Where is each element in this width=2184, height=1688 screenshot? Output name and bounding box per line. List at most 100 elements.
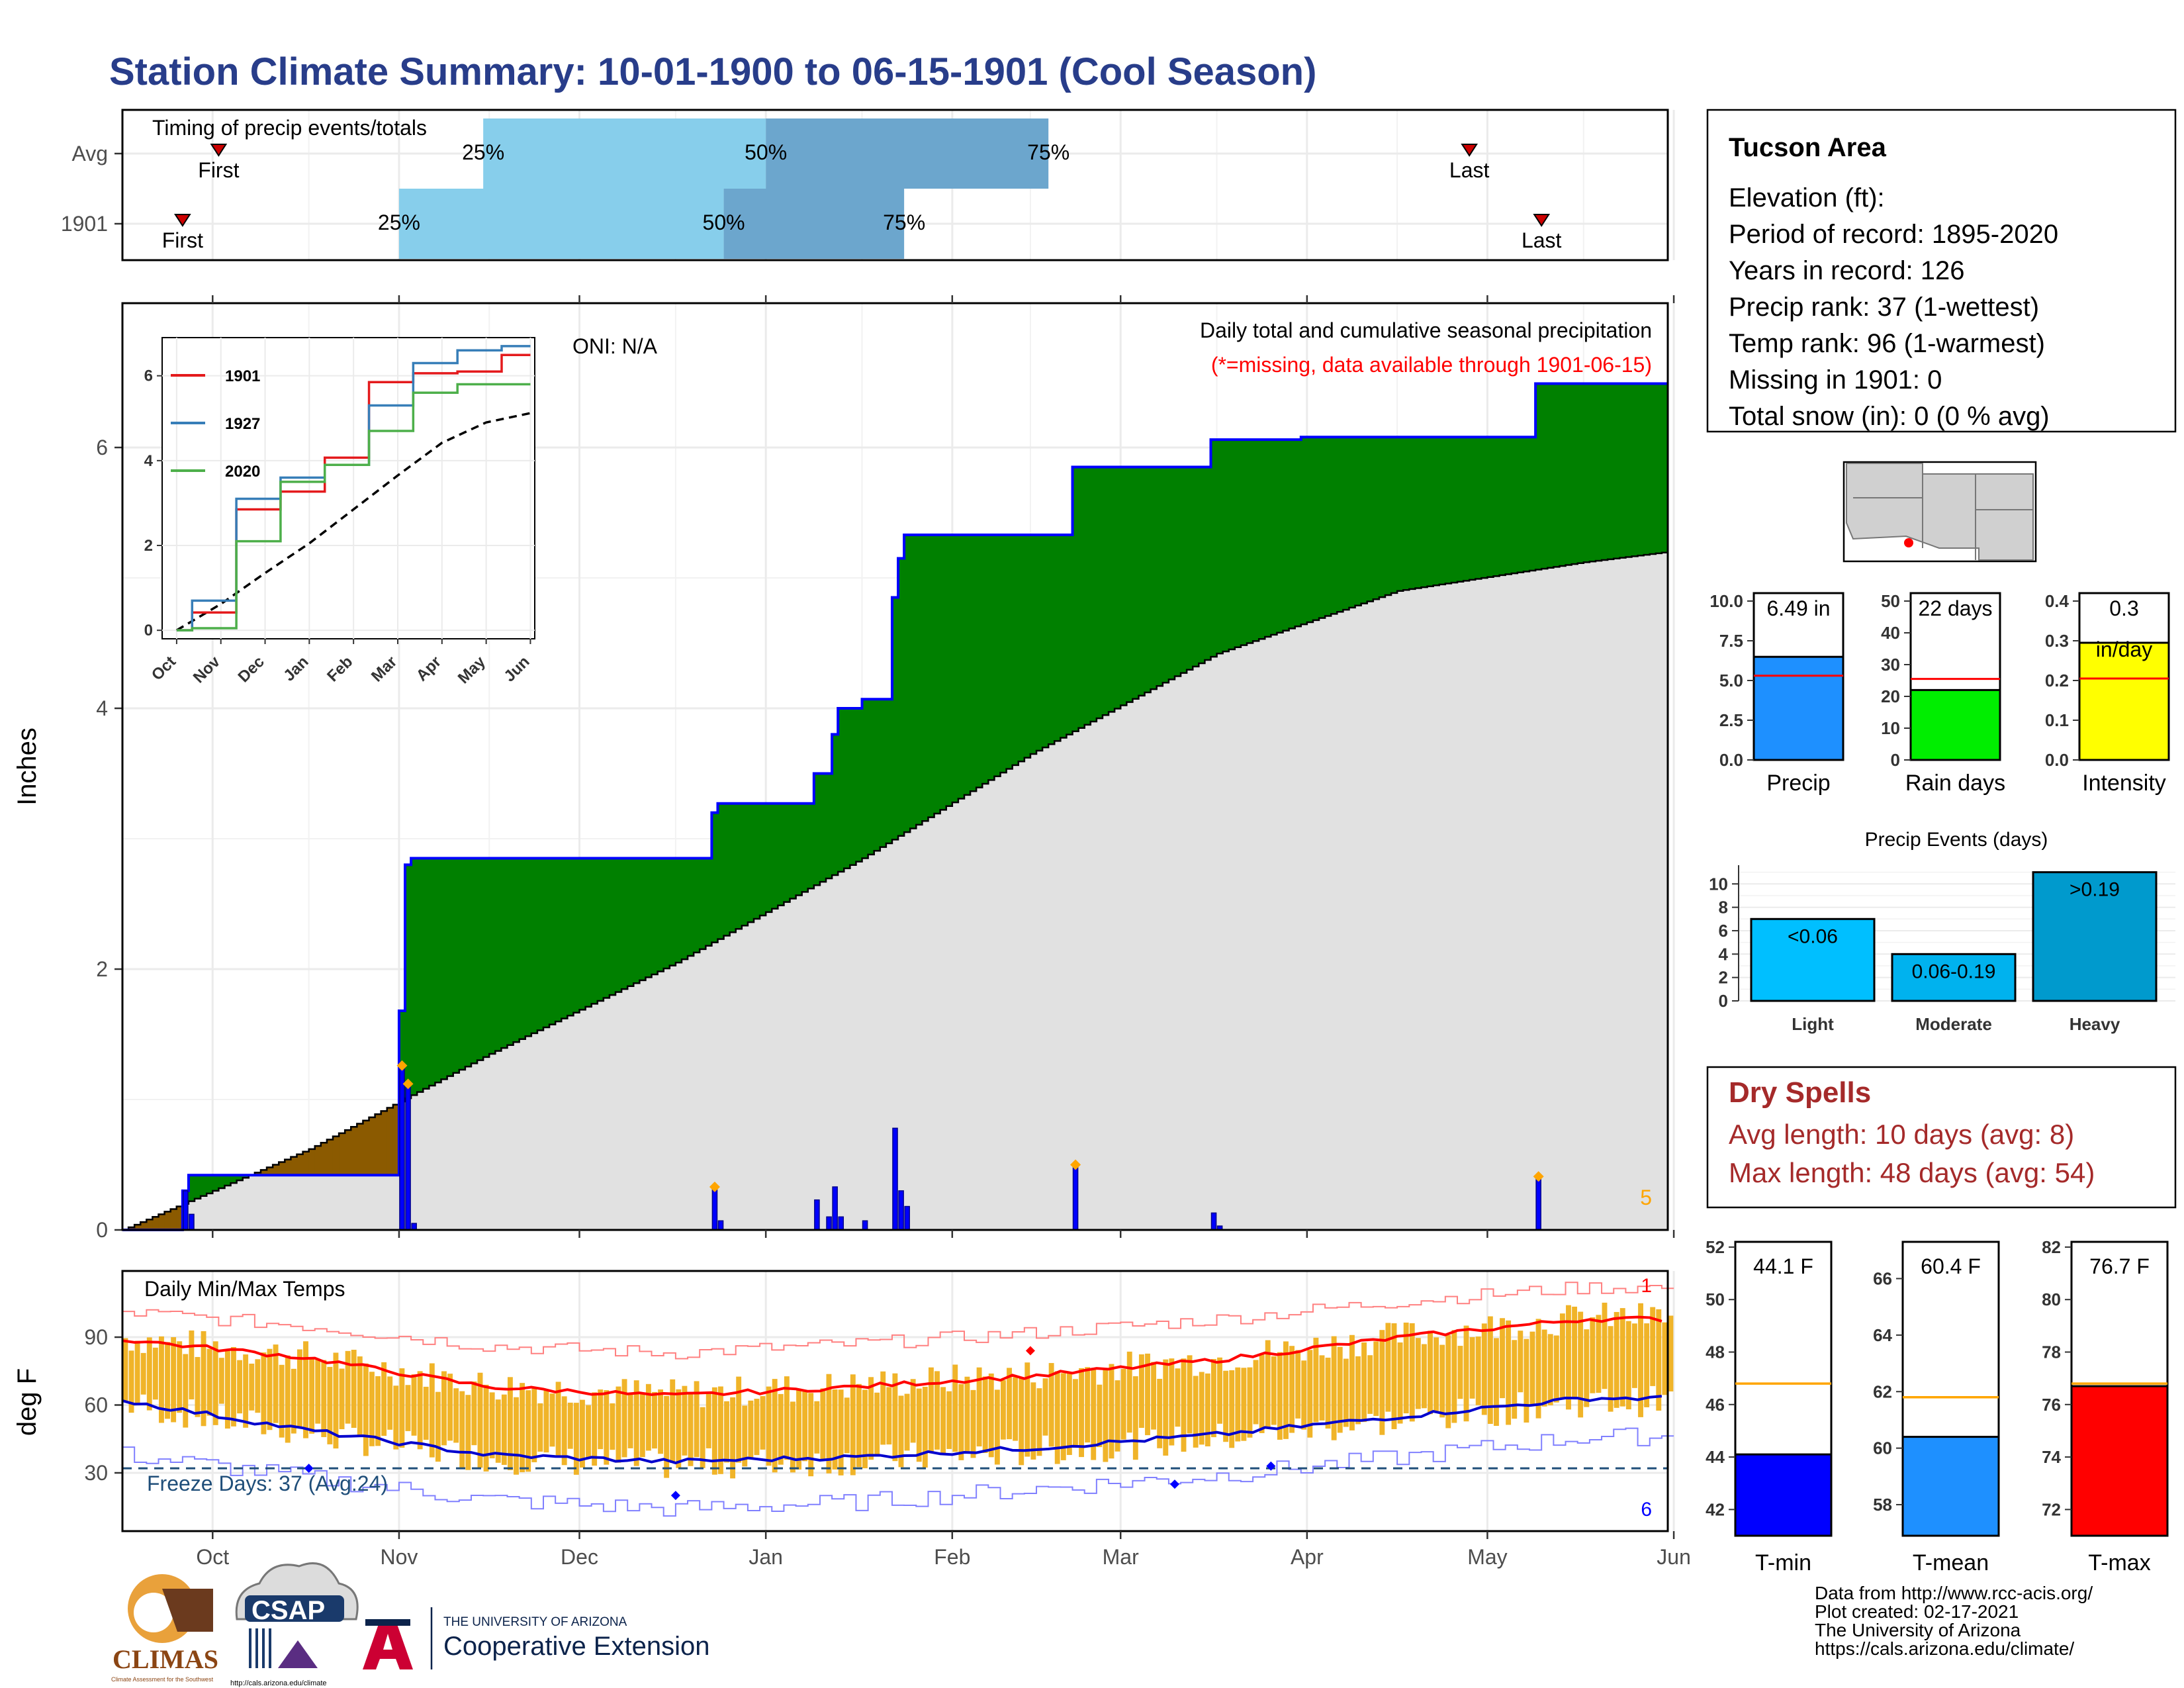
precip-tick-label: 2 — [96, 957, 108, 981]
above-average-fill — [1205, 467, 1212, 661]
above-average-fill — [1247, 440, 1253, 643]
daily-precip-bar — [711, 1186, 718, 1231]
above-average-fill — [447, 858, 454, 1076]
mini-bar-Intensity — [2078, 641, 2170, 761]
above-average-fill — [681, 858, 688, 960]
daily-temp-bar — [152, 1347, 158, 1400]
above-average-fill — [465, 858, 472, 1067]
daily-temp-bar — [1169, 1358, 1175, 1446]
above-average-fill — [970, 534, 977, 792]
mini-bar-Rain days — [1909, 688, 2001, 761]
daily-temp-bar — [1481, 1323, 1487, 1415]
arizona-locator-map — [1843, 461, 2037, 563]
record-marker — [1025, 1346, 1035, 1356]
daily-temp-bar — [1553, 1335, 1559, 1403]
above-average-fill — [1072, 467, 1079, 731]
above-average-fill — [212, 1175, 219, 1191]
above-average-fill — [645, 858, 653, 978]
daily-temp-bar — [1584, 1329, 1590, 1407]
above-average-fill — [651, 858, 659, 974]
heavy-day-marker — [1070, 1159, 1081, 1170]
credit-line: The University of Arizona — [1815, 1620, 2021, 1640]
above-average-fill — [1643, 383, 1651, 555]
daily-temp-bar — [417, 1371, 423, 1450]
above-average-fill — [1463, 437, 1470, 581]
daily-temp-bar — [273, 1344, 279, 1423]
above-average-fill — [790, 803, 797, 899]
above-average-fill — [1523, 437, 1530, 572]
above-average-fill — [868, 699, 875, 855]
above-average-fill — [1000, 534, 1007, 773]
daily-temp-bar — [1265, 1340, 1271, 1428]
csap-logo: CSAP http://cals.arizona.edu/climate — [230, 1562, 359, 1687]
csap-logo-url: http://cals.arizona.edu/climate — [230, 1679, 327, 1687]
mini-bar-tick-label: 20 — [1881, 686, 1900, 706]
daily-temp-bar — [1596, 1315, 1602, 1393]
above-average-fill — [1427, 437, 1434, 586]
above-average-fill — [747, 803, 754, 923]
event-bar-Moderate — [1891, 953, 2017, 1002]
daily-precip-bar — [814, 1199, 820, 1231]
above-average-fill — [657, 858, 664, 972]
first-marker — [174, 214, 191, 227]
above-average-fill — [880, 699, 887, 847]
climas-logo-text: CLIMAS — [113, 1644, 218, 1674]
above-average-fill — [423, 858, 430, 1089]
above-average-fill — [633, 858, 640, 984]
above-average-fill — [1481, 437, 1488, 579]
below-average-fill — [357, 1123, 364, 1176]
above-average-fill — [1181, 467, 1187, 673]
daily-temp-bar — [1487, 1316, 1493, 1425]
daily-temp-bar — [465, 1395, 471, 1470]
below-average-fill — [170, 1209, 177, 1230]
daily-temp-bar — [1500, 1318, 1505, 1399]
temp-bar-tick-label: 62 — [1873, 1382, 1892, 1401]
above-average-fill — [729, 803, 737, 933]
above-average-fill — [597, 858, 604, 1001]
above-average-fill — [1234, 440, 1242, 647]
daily-temp-bar — [742, 1405, 748, 1467]
daily-temp-bar — [652, 1391, 657, 1449]
above-average-fill — [1132, 467, 1140, 699]
mini-bar-tick-label: 30 — [1881, 655, 1900, 675]
average-cumulative-area — [122, 551, 1668, 1230]
daily-temp-bar — [411, 1374, 417, 1436]
temp-bar-tick-label: 48 — [1706, 1342, 1725, 1362]
daily-temp-bar — [1578, 1311, 1584, 1418]
above-average-fill — [1547, 383, 1554, 568]
daily-temp-bar — [940, 1387, 946, 1454]
daily-temp-bar — [682, 1385, 688, 1456]
daily-temp-bar — [711, 1387, 717, 1475]
daily-temp-bar — [1187, 1355, 1193, 1434]
above-average-fill — [1306, 437, 1314, 622]
above-average-fill — [772, 803, 778, 909]
above-average-fill — [910, 534, 917, 829]
daily-temp-bar — [489, 1392, 495, 1459]
below-average-fill — [140, 1222, 147, 1230]
above-average-fill — [1036, 534, 1043, 751]
daily-temp-bar — [862, 1389, 868, 1469]
daily-precip-bar — [183, 1190, 189, 1231]
above-average-fill — [1637, 383, 1645, 556]
daily-temp-bar — [766, 1386, 772, 1466]
above-average-fill — [766, 803, 772, 912]
above-average-fill — [1355, 437, 1362, 606]
mini-bar-tick-label: 0.1 — [2045, 710, 2069, 730]
daily-temp-bar — [820, 1388, 826, 1460]
daily-temp-bar — [212, 1341, 218, 1425]
above-average-fill — [711, 812, 719, 943]
temp-bar-value: 76.7 F — [2089, 1254, 2150, 1278]
below-average-fill — [158, 1214, 165, 1230]
heavy-day-marker — [402, 1078, 414, 1090]
above-average-fill — [188, 1175, 195, 1201]
daily-temp-bar — [627, 1393, 633, 1448]
mini-bar-tick-label: 0 — [1891, 750, 1900, 770]
daily-temp-bar — [195, 1356, 201, 1417]
above-average-fill — [1265, 440, 1271, 637]
daily-temp-bar — [1048, 1363, 1054, 1447]
below-average-fill — [164, 1211, 171, 1230]
above-average-fill — [1060, 534, 1068, 738]
above-average-fill — [1006, 534, 1013, 769]
above-average-fill — [1469, 437, 1476, 580]
first-marker — [210, 144, 228, 157]
